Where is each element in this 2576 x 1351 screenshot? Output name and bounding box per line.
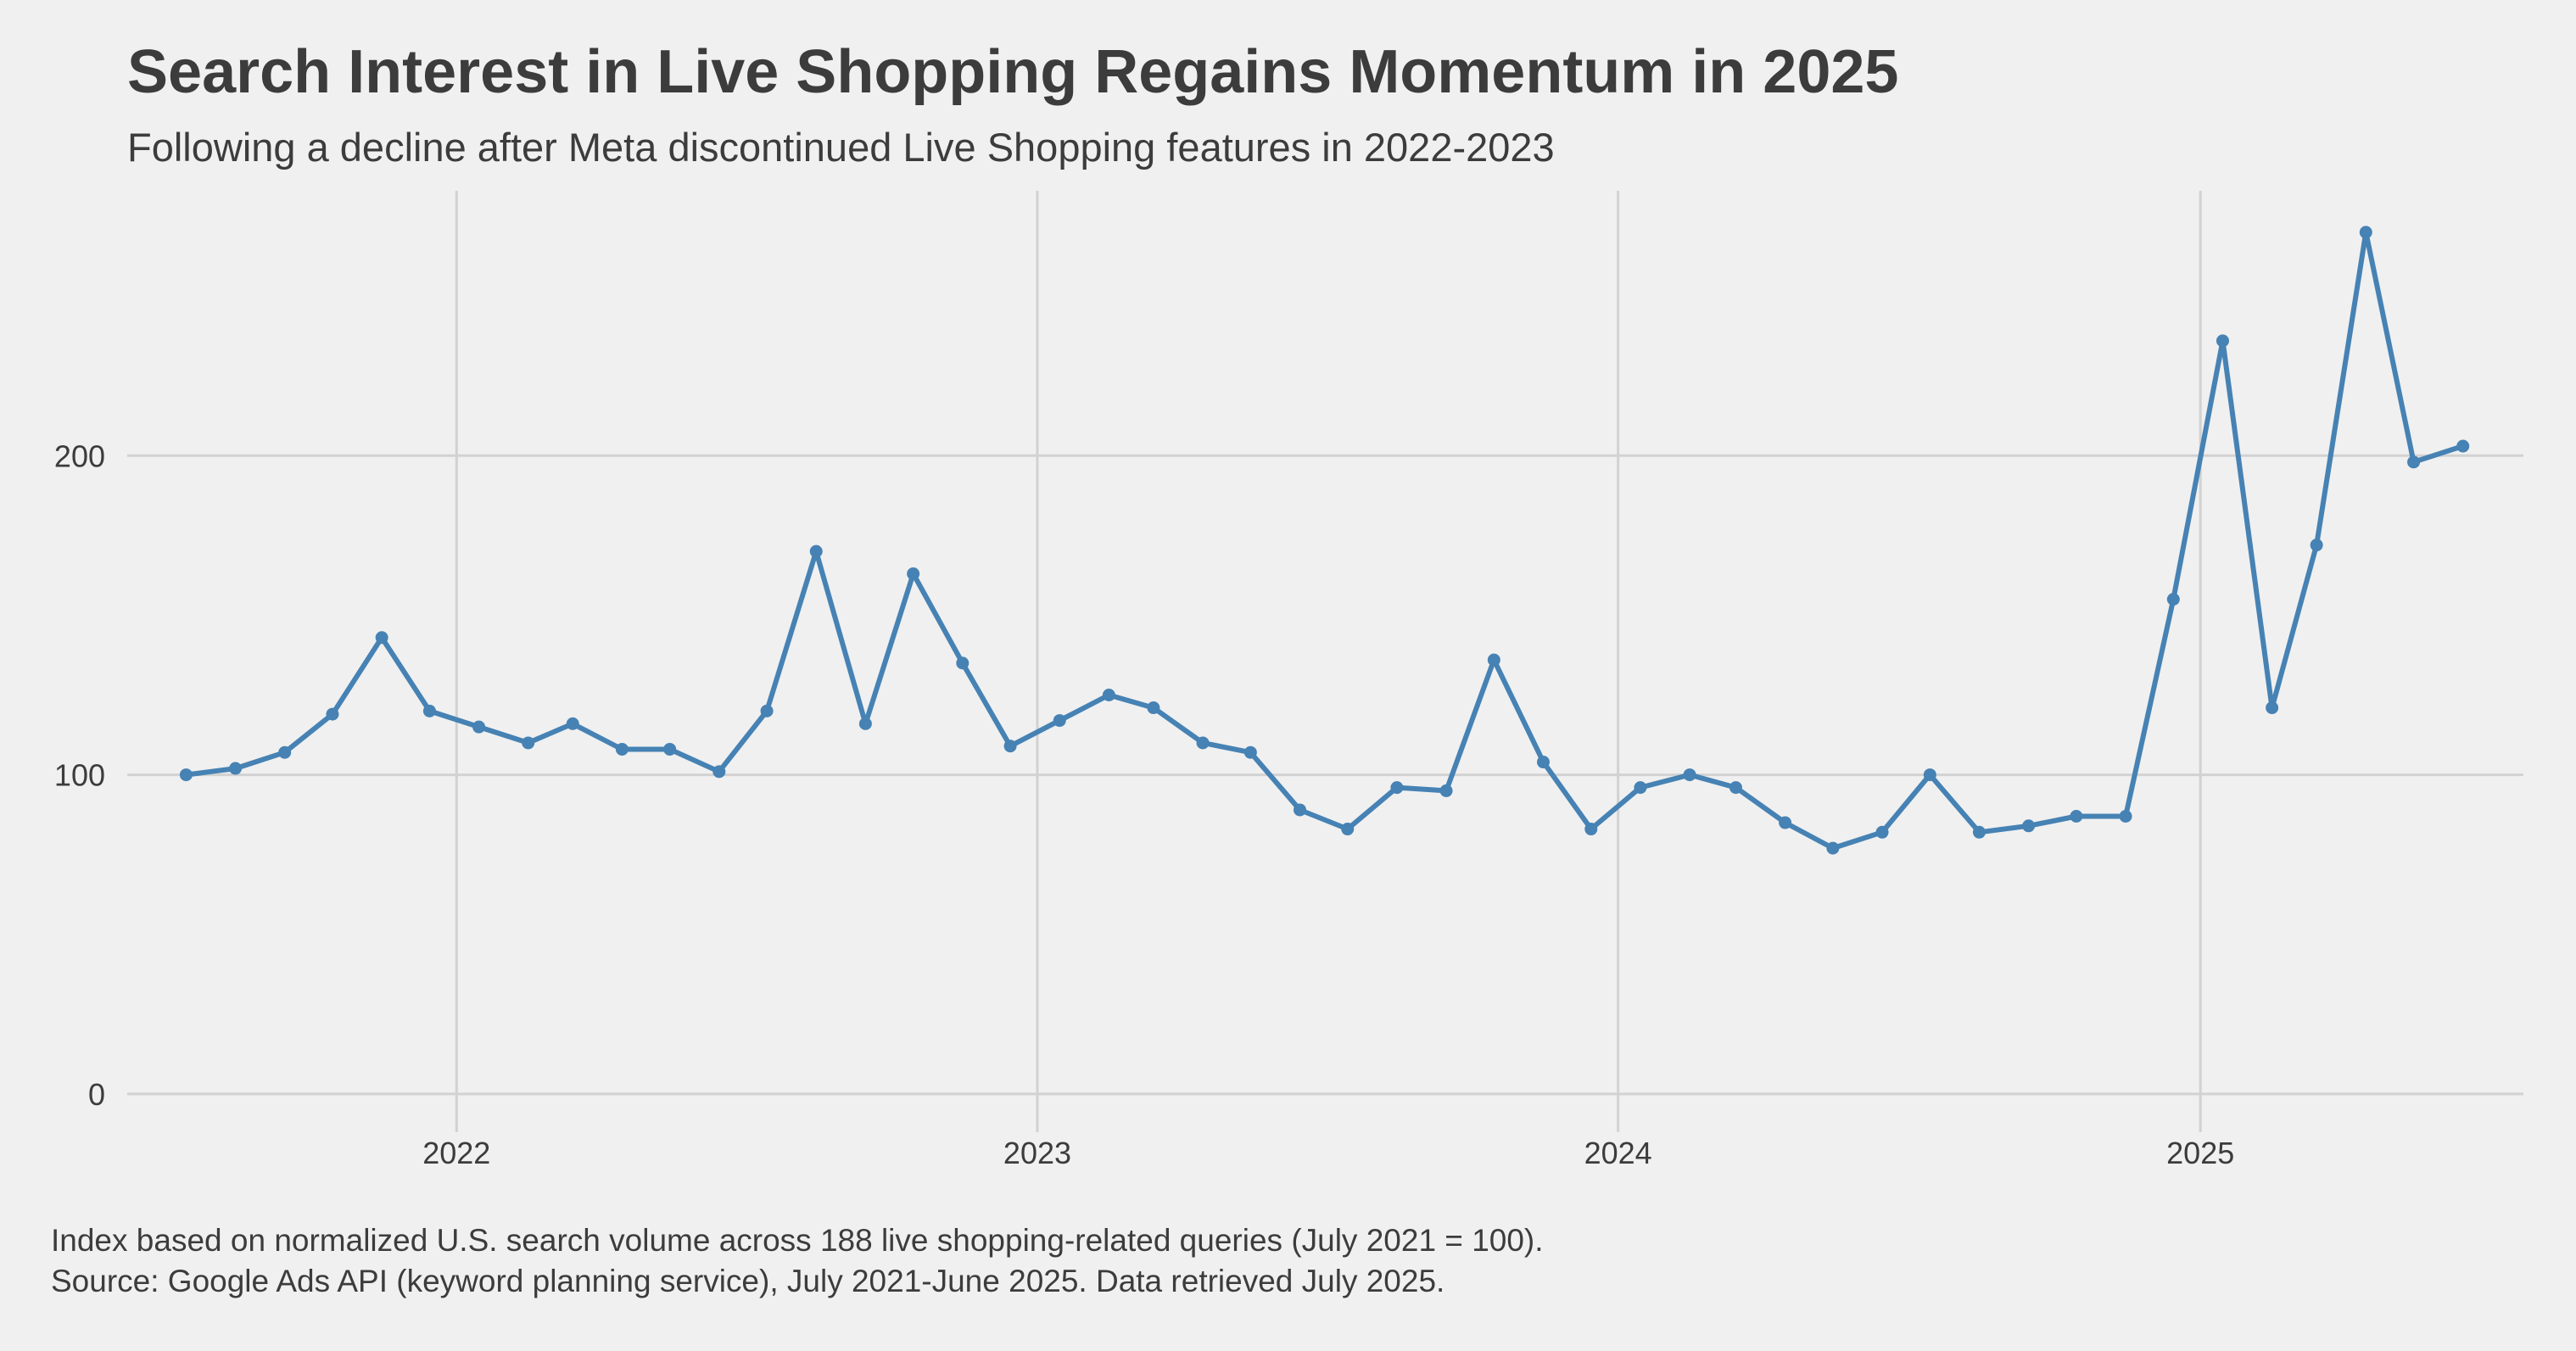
data-point [1487, 653, 1500, 667]
axis-ticks: 0 100 200 2022 2023 2024 2025 [54, 438, 2234, 1170]
data-point [2456, 439, 2470, 453]
y-tick-label: 100 [54, 758, 105, 793]
data-point [1683, 768, 1696, 782]
caption-source: Source: Google Ads API (keyword planning… [51, 1264, 1445, 1298]
data-point [615, 742, 629, 756]
data-point [2310, 539, 2323, 552]
data-point [1875, 825, 1889, 839]
chart-title: Search Interest in Live Shopping Regains… [127, 38, 1899, 106]
data-point [1341, 823, 1355, 836]
data-point [422, 704, 436, 717]
data-point [1243, 745, 1257, 759]
data-point [712, 765, 726, 779]
data-point [1053, 714, 1066, 728]
data-point [1826, 841, 1840, 855]
data-point [760, 704, 774, 717]
x-tick-label: 2022 [422, 1136, 490, 1170]
data-point [907, 567, 920, 581]
x-tick-label: 2024 [1584, 1136, 1652, 1170]
data-point [1972, 825, 1986, 839]
data-point [2166, 593, 2180, 606]
grid [127, 191, 2523, 1132]
data-point [326, 707, 339, 721]
data-point [375, 631, 388, 645]
data-point [809, 544, 823, 558]
data-point [229, 762, 243, 775]
data-point [1923, 768, 1936, 782]
data-point [1536, 756, 1550, 769]
y-tick-label: 200 [54, 438, 105, 473]
data-point [2407, 455, 2421, 469]
data-point [472, 720, 486, 734]
data-point [1634, 781, 1647, 795]
data-point [1003, 740, 1017, 753]
data-point [1196, 736, 1210, 750]
data-point [2119, 809, 2132, 823]
data-point [522, 736, 535, 750]
data-point [1390, 781, 1404, 795]
chart-subtitle: Following a decline after Meta discontin… [127, 125, 1555, 170]
y-tick-label: 0 [88, 1077, 105, 1112]
data-point [1779, 816, 1792, 829]
data-point [663, 742, 677, 756]
data-point [1729, 781, 1742, 795]
data-point [858, 717, 872, 730]
data-point [2070, 809, 2083, 823]
series-line [183, 229, 2466, 851]
data-point [1147, 701, 1160, 715]
data-point [566, 717, 579, 730]
data-point [179, 768, 193, 782]
data-point [1584, 823, 1598, 836]
data-point [2359, 226, 2372, 239]
data-point [1439, 784, 1453, 797]
data-point [2266, 701, 2279, 715]
series [179, 226, 2470, 855]
data-point [278, 745, 292, 759]
data-point [2022, 819, 2036, 833]
data-point [1102, 689, 1115, 702]
data-point [2216, 334, 2229, 348]
data-point [1293, 803, 1306, 817]
caption-note: Index based on normalized U.S. search vo… [51, 1223, 1544, 1258]
x-tick-label: 2023 [1003, 1136, 1071, 1170]
data-point [956, 656, 969, 670]
x-tick-label: 2025 [2166, 1136, 2234, 1170]
